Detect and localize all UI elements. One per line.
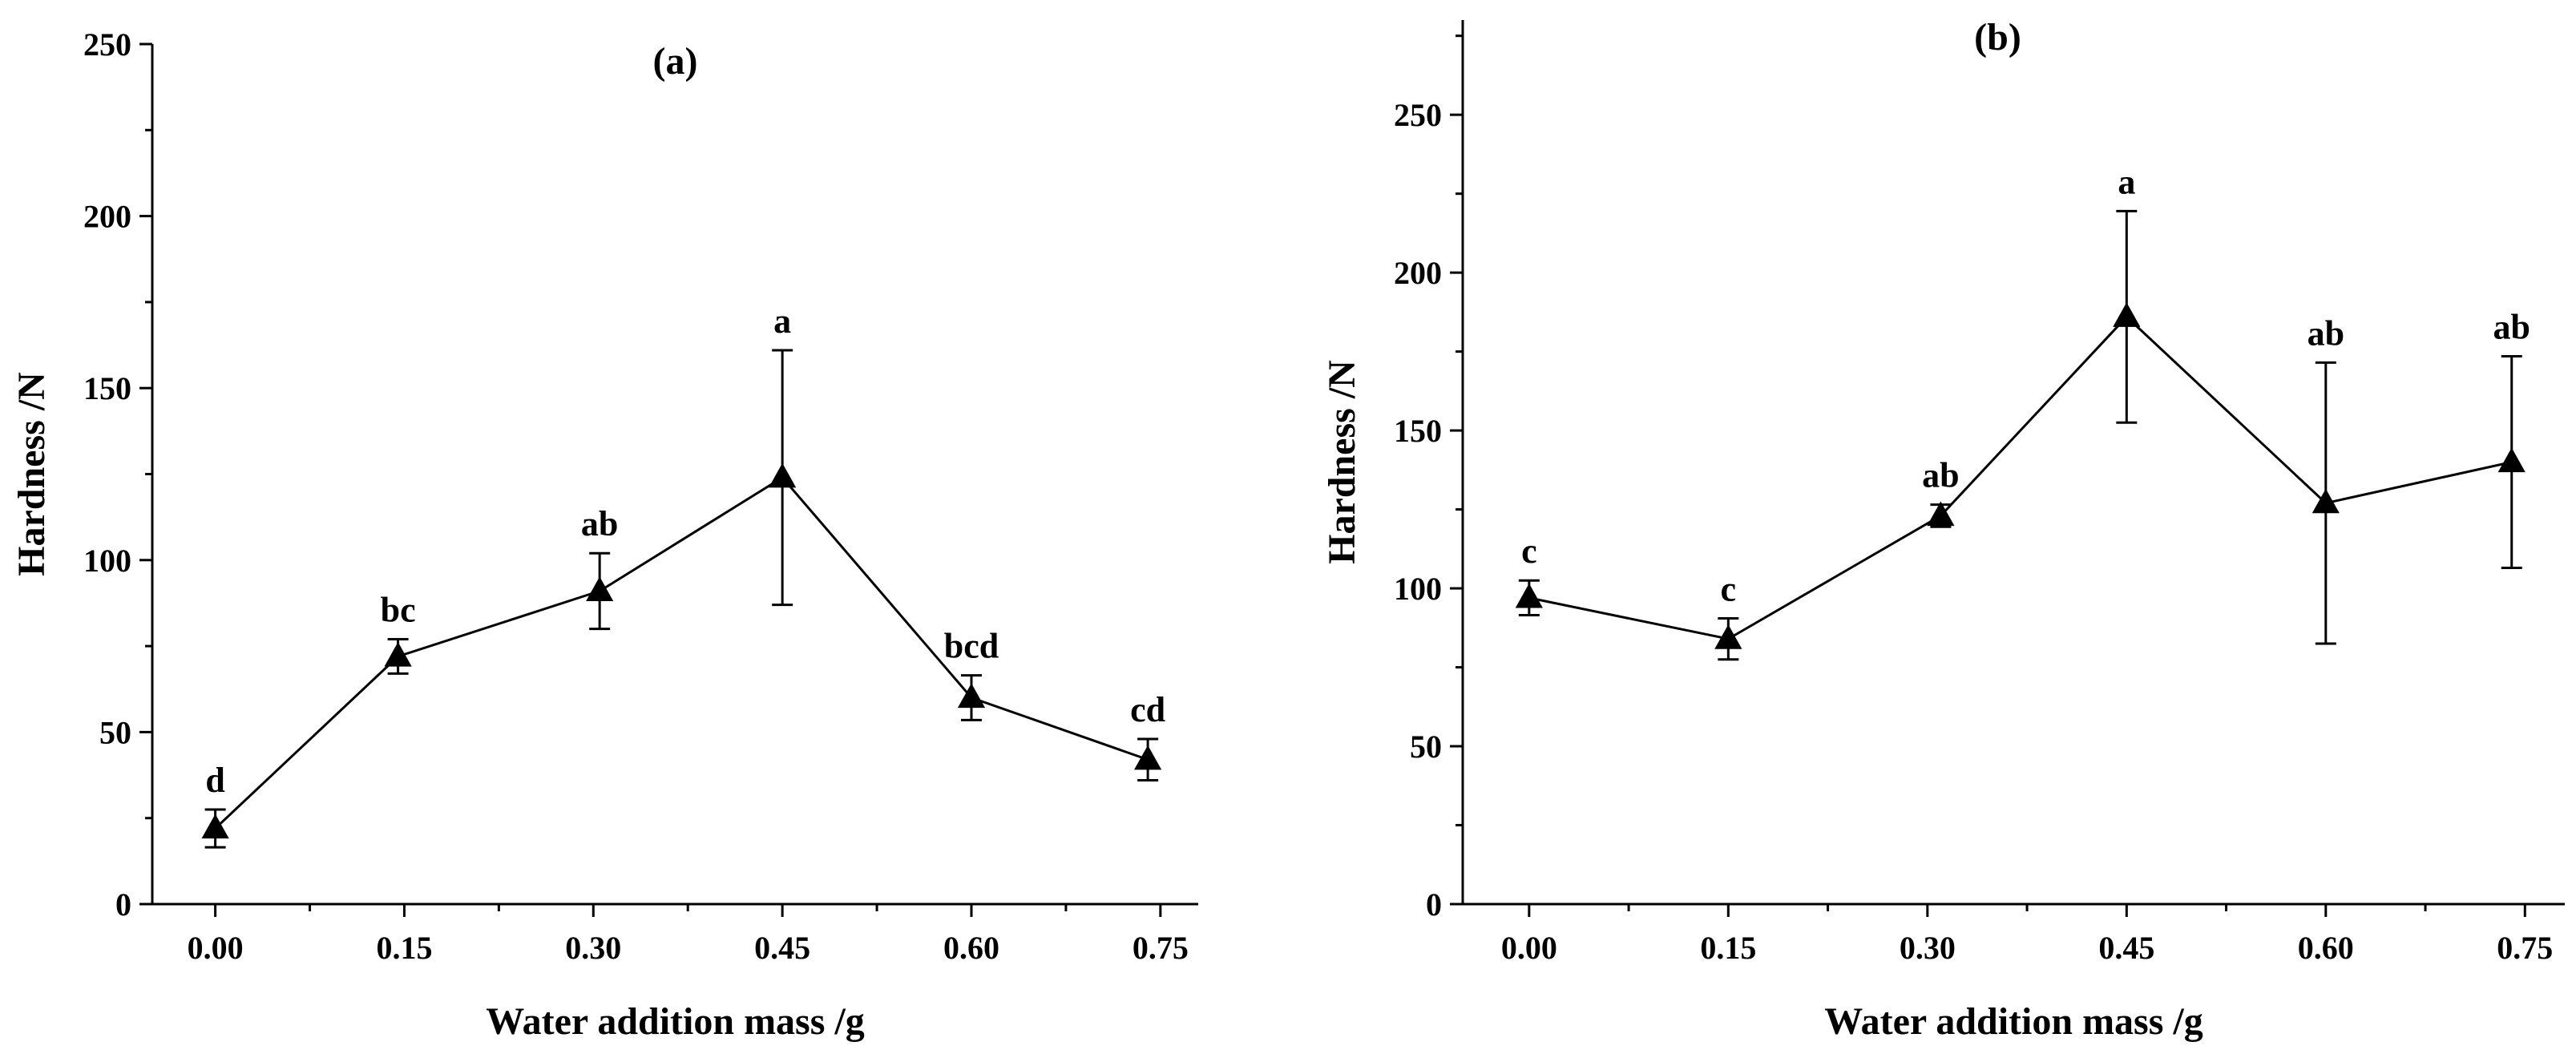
y-axis-title: Hardness /N xyxy=(1321,360,1363,564)
x-tick-label: 0.30 xyxy=(565,930,621,966)
significance-letter: ab xyxy=(2493,308,2530,347)
data-point-triangle xyxy=(2312,488,2340,514)
significance-letter: a xyxy=(773,301,791,341)
x-tick-label: 0.75 xyxy=(2497,930,2553,966)
x-axis-title: Water addition mass /g xyxy=(486,1000,865,1043)
data-point-triangle xyxy=(957,683,986,709)
chart-panel-0: 0 50 100 150 200 250 0.00 0.15 0.30 0.45 0.60 0.75 W… xyxy=(10,26,1198,1043)
data-point-triangle xyxy=(1714,624,1742,649)
y-tick-label: 0 xyxy=(115,886,131,923)
y-tick-label: 200 xyxy=(1394,255,1442,291)
significance-letter: cd xyxy=(1130,690,1165,729)
data-point-triangle xyxy=(1515,583,1543,608)
y-axis-title: Hardness /N xyxy=(10,372,53,576)
data-point-triangle xyxy=(769,462,797,488)
y-tick-label: 50 xyxy=(99,714,131,750)
significance-letter: ab xyxy=(2307,313,2344,353)
x-tick-label: 0.00 xyxy=(1501,930,1557,966)
x-tick-label: 0.15 xyxy=(376,930,432,966)
panel-title: (a) xyxy=(653,40,698,83)
data-point-triangle xyxy=(1927,501,1955,527)
data-point-triangle xyxy=(1134,745,1162,770)
significance-letter: c xyxy=(1521,531,1537,571)
series-line xyxy=(214,475,1149,830)
significance-letter: bcd xyxy=(944,627,999,666)
significance-letter: ab xyxy=(1922,456,1959,495)
y-tick-label: 100 xyxy=(83,543,131,579)
x-tick-label: 0.45 xyxy=(754,930,810,966)
significance-letter: ab xyxy=(581,504,618,543)
chart-panel-1: 0 50 100 150 200 250 0.00 0.15 0.30 0.45 0.60 0.75 W… xyxy=(1321,16,2565,1043)
y-tick-label: 50 xyxy=(1410,729,1442,765)
panel-title: (b) xyxy=(1974,16,2021,59)
x-tick-label: 0.00 xyxy=(188,930,244,966)
significance-letter: bc xyxy=(381,591,416,630)
y-tick-label: 150 xyxy=(1394,413,1442,449)
x-tick-label: 0.75 xyxy=(1133,930,1189,966)
x-tick-label: 0.30 xyxy=(1900,930,1956,966)
data-point-triangle xyxy=(384,641,412,667)
significance-letter: d xyxy=(205,761,224,800)
data-point-triangle xyxy=(201,814,229,839)
y-tick-label: 200 xyxy=(83,199,131,235)
x-tick-label: 0.60 xyxy=(943,930,999,966)
x-tick-label: 0.60 xyxy=(2298,930,2354,966)
significance-letter: c xyxy=(1721,569,1737,608)
data-point-triangle xyxy=(2113,302,2141,327)
y-tick-label: 0 xyxy=(1426,886,1442,923)
y-tick-label: 250 xyxy=(83,26,131,63)
series-line xyxy=(1528,315,2513,640)
data-point-triangle xyxy=(586,576,614,602)
x-tick-label: 0.15 xyxy=(1700,930,1756,966)
data-point-triangle xyxy=(2497,447,2526,473)
significance-letter: a xyxy=(2118,162,2135,201)
x-tick-label: 0.45 xyxy=(2098,930,2154,966)
y-tick-label: 150 xyxy=(83,370,131,406)
x-axis-title: Water addition mass /g xyxy=(1824,1000,2203,1043)
y-tick-label: 100 xyxy=(1394,571,1442,607)
y-tick-label: 250 xyxy=(1394,97,1442,133)
